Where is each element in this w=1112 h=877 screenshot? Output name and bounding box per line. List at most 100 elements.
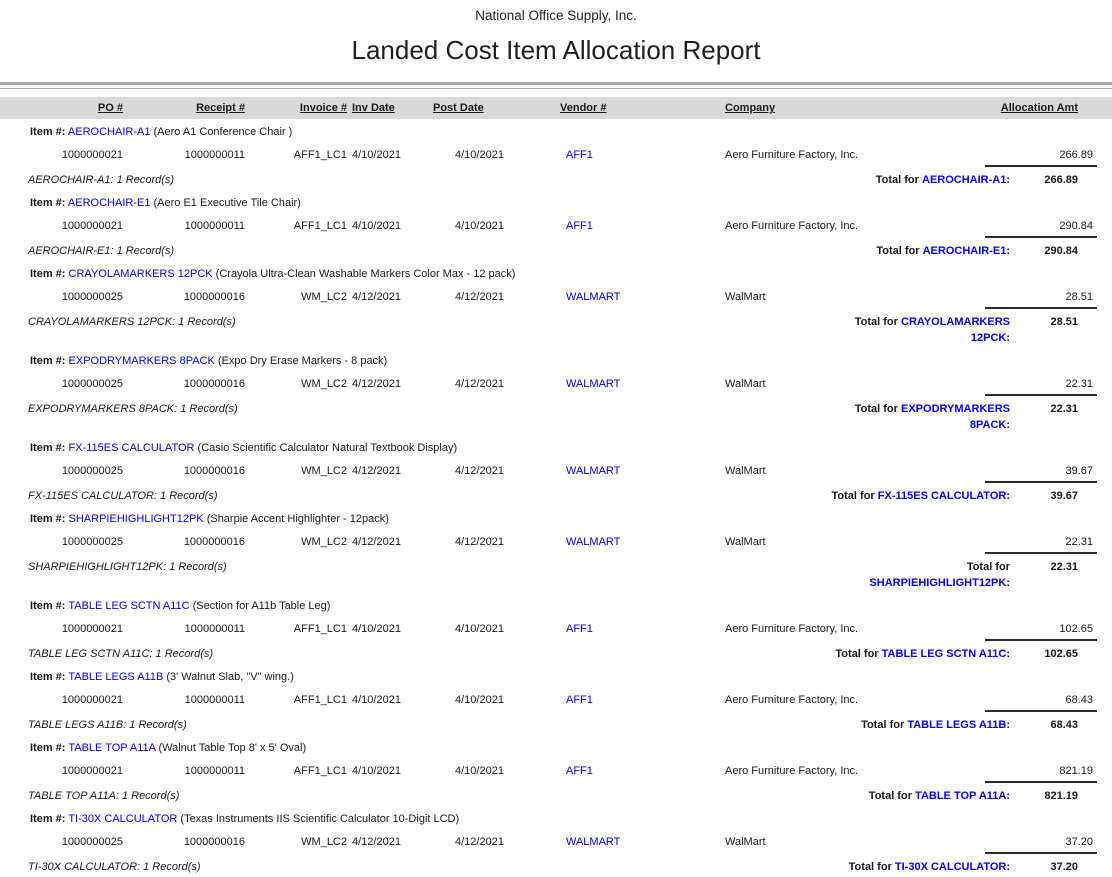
inv-date: 4/10/2021 [352, 623, 401, 635]
record-count: TABLE TOP A11A: 1 Record(s) [28, 790, 180, 802]
item-number-label: Item #: [30, 671, 66, 683]
vendor-company-name: Aero Furniture Factory, Inc. [725, 765, 859, 777]
vendor-code-link[interactable]: AFF1 [566, 623, 593, 635]
row-allocation-amount: 37.20 [985, 835, 1112, 854]
group-footer: AEROCHAIR-E1: 1 Record(s) Total for AERO… [0, 242, 1112, 259]
item-code-link[interactable]: CRAYOLAMARKERS 12PCK [68, 268, 213, 280]
total-amount: 290.84 [1044, 245, 1078, 257]
page-title: Landed Cost Item Allocation Report [351, 35, 761, 65]
footer-right-margin [1082, 488, 1112, 504]
footer-right-margin [1082, 314, 1112, 346]
vendor-code-link[interactable]: AFF1 [566, 694, 593, 706]
item-header-line: Item #: AEROCHAIR-A1 (Aero A1 Conference… [0, 119, 1112, 144]
item-description: (Texas Instruments IIS Scientific Calcul… [180, 813, 460, 825]
row-allocation-amount: 290.84 [985, 219, 1112, 238]
row-allocation-amount: 22.31 [985, 535, 1112, 554]
receipt-number: 1000000016 [183, 836, 245, 848]
item-description: (Aero A1 Conference Chair ) [153, 126, 293, 138]
total-item-code[interactable]: TABLE TOP A11A: [915, 790, 1010, 802]
total-for-label: Total for [835, 648, 879, 660]
item-code-link[interactable]: TI-30X CALCULATOR [68, 813, 178, 825]
total-label: Total for EXPODRYMARKERS 8PACK: [815, 401, 1010, 433]
po-number: 1000000021 [61, 149, 123, 161]
po-number: 1000000021 [61, 765, 123, 777]
invoice-number: WM_LC2 [301, 378, 347, 390]
company-name-heading: National Office Supply, Inc. [475, 8, 637, 23]
total-for-label: Total for [854, 316, 898, 328]
item-group: Item #: TABLE LEGS A11B (3' Walnut Slab,… [0, 664, 1112, 733]
footer-right-margin [1082, 717, 1112, 733]
vendor-code-link[interactable]: WALMART [566, 465, 621, 477]
receipt-number: 1000000016 [183, 291, 245, 303]
record-count: FX-115ES CALCULATOR: 1 Record(s) [28, 490, 218, 502]
table-row: 1000000025 1000000016 WM_LC2 4/12/2021 4… [0, 831, 1112, 858]
vendor-company-name: WalMart [725, 836, 766, 848]
total-amount: 266.89 [1044, 174, 1078, 186]
column-header-allocation-amt: Allocation Amt [1000, 102, 1078, 114]
total-for-label: Total for [966, 561, 1010, 573]
total-item-code-wrap[interactable]: 8PACK: [969, 419, 1010, 431]
group-footer: TABLE LEG SCTN A11C: 1 Record(s) Total f… [0, 645, 1112, 662]
item-code-link[interactable]: AEROCHAIR-A1 [67, 126, 151, 138]
item-code-link[interactable]: AEROCHAIR-E1 [67, 197, 151, 209]
total-item-code[interactable]: TABLE LEG SCTN A11C: [881, 648, 1010, 660]
item-group: Item #: TABLE LEG SCTN A11C (Section for… [0, 593, 1112, 662]
po-number: 1000000025 [61, 536, 123, 548]
item-group: Item #: AEROCHAIR-E1 (Aero E1 Executive … [0, 190, 1112, 259]
total-item-code[interactable]: CRAYOLAMARKERS [901, 316, 1010, 328]
item-description: (Casio Scientific Calculator Natural Tex… [197, 442, 458, 454]
table-row: 1000000025 1000000016 WM_LC2 4/12/2021 4… [0, 373, 1112, 400]
item-code-link[interactable]: TABLE TOP A11A [68, 742, 156, 754]
total-item-code[interactable]: TI-30X CALCULATOR: [894, 861, 1010, 873]
total-item-code[interactable]: FX-115ES CALCULATOR: [877, 490, 1010, 502]
vendor-code-link[interactable]: AFF1 [566, 765, 593, 777]
item-code-link[interactable]: FX-115ES CALCULATOR [68, 442, 195, 454]
post-date: 4/10/2021 [455, 149, 504, 161]
record-count: CRAYOLAMARKERS 12PCK: 1 Record(s) [28, 316, 236, 328]
inv-date: 4/10/2021 [352, 765, 401, 777]
total-item-code[interactable]: EXPODRYMARKERS [901, 403, 1010, 415]
item-description: (Sharpie Accent Highlighter - 12pack) [206, 513, 389, 525]
total-item-code-wrap[interactable]: SHARPIEHIGHLIGHT12PK: [869, 577, 1010, 589]
row-allocation-amount: 266.89 [985, 148, 1112, 167]
invoice-number: WM_LC2 [301, 465, 347, 477]
item-group: Item #: SHARPIEHIGHLIGHT12PK (Sharpie Ac… [0, 506, 1112, 591]
total-item-code[interactable]: AEROCHAIR-A1: [922, 174, 1010, 186]
vendor-code-link[interactable]: WALMART [566, 378, 621, 390]
inv-date: 4/12/2021 [352, 465, 401, 477]
post-date: 4/10/2021 [455, 220, 504, 232]
item-code-link[interactable]: SHARPIEHIGHLIGHT12PK [68, 513, 204, 525]
total-item-code[interactable]: TABLE LEGS A11B: [907, 719, 1010, 731]
vendor-code-link[interactable]: AFF1 [566, 220, 593, 232]
item-group: Item #: CRAYOLAMARKERS 12PCK (Crayola Ul… [0, 261, 1112, 346]
item-code-link[interactable]: TABLE LEG SCTN A11C [68, 600, 190, 612]
vendor-code-link[interactable]: WALMART [566, 291, 621, 303]
post-date: 4/10/2021 [455, 765, 504, 777]
vendor-code-link[interactable]: AFF1 [566, 149, 593, 161]
vendor-code-link[interactable]: WALMART [566, 536, 621, 548]
receipt-number: 1000000011 [184, 220, 245, 232]
item-code-link[interactable]: TABLE LEGS A11B [68, 671, 164, 683]
column-header-vendor: Vendor # [560, 102, 607, 114]
row-allocation-amount: 28.51 [985, 290, 1112, 309]
invoice-number: AFF1_LC1 [293, 149, 347, 161]
row-allocation-amount: 22.31 [985, 377, 1112, 396]
item-code-link[interactable]: EXPODRYMARKERS 8PACK [68, 355, 215, 367]
invoice-number: AFF1_LC1 [293, 765, 347, 777]
table-row: 1000000021 1000000011 AFF1_LC1 4/10/2021… [0, 689, 1112, 716]
item-group: Item #: TABLE TOP A11A (Walnut Table Top… [0, 735, 1112, 804]
total-label: Total for SHARPIEHIGHLIGHT12PK: [815, 559, 1010, 591]
po-number: 1000000025 [61, 465, 123, 477]
post-date: 4/12/2021 [455, 465, 504, 477]
total-item-code-wrap[interactable]: 12PCK: [970, 332, 1010, 344]
item-description: (Aero E1 Executive Tile Chair) [153, 197, 301, 209]
row-allocation-amount: 821.19 [985, 764, 1112, 783]
receipt-number: 1000000011 [184, 694, 245, 706]
item-description: (Section for A11b Table Leg) [192, 600, 331, 612]
total-item-code[interactable]: AEROCHAIR-E1: [922, 245, 1010, 257]
inv-date: 4/12/2021 [352, 836, 401, 848]
post-date: 4/12/2021 [455, 378, 504, 390]
post-date: 4/10/2021 [455, 694, 504, 706]
total-amount: 39.67 [1050, 490, 1078, 502]
vendor-code-link[interactable]: WALMART [566, 836, 621, 848]
